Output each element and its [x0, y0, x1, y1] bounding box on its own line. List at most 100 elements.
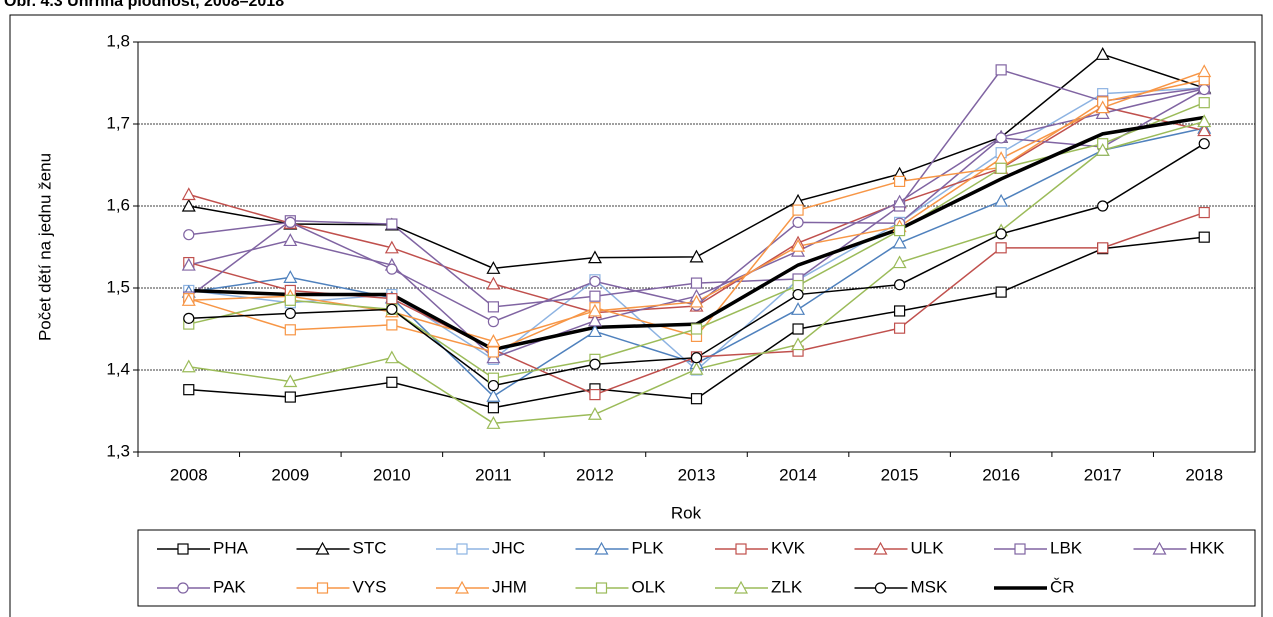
marker [454, 580, 470, 594]
marker [791, 337, 806, 351]
marker [384, 240, 399, 254]
marker [487, 316, 500, 328]
marker [587, 303, 602, 317]
x-tick-label: 2012 [576, 465, 614, 484]
marker [791, 302, 806, 315]
y-tick-label: 1,5 [106, 277, 130, 296]
marker [283, 270, 298, 283]
marker [595, 582, 608, 594]
marker [792, 323, 804, 335]
marker [735, 543, 747, 555]
legend-label: VYS [353, 577, 387, 596]
marker [587, 313, 602, 327]
marker [1198, 83, 1210, 96]
marker [792, 216, 804, 228]
legend-label: ZLK [771, 577, 803, 596]
legend-label: OLK [632, 577, 667, 596]
marker [587, 250, 602, 264]
marker [1197, 114, 1212, 128]
marker [386, 293, 398, 305]
marker [1198, 138, 1210, 150]
marker [792, 204, 804, 216]
x-tick-label: 2016 [982, 465, 1020, 484]
chart-title: Obr. 4.3 Úhrnná plodnost, 2008–2018 [4, 0, 284, 10]
y-tick-label: 1,6 [106, 195, 130, 214]
marker [283, 233, 298, 247]
marker [690, 352, 703, 364]
marker [486, 261, 501, 274]
marker [994, 193, 1009, 207]
legend-frame [137, 529, 1256, 607]
marker [456, 543, 468, 555]
marker [689, 294, 704, 308]
marker [893, 175, 906, 187]
marker [487, 379, 500, 392]
marker [892, 235, 907, 249]
marker [181, 359, 196, 373]
marker [183, 229, 195, 241]
y-tick-label: 1,3 [106, 441, 130, 460]
x-tick-label: 2014 [779, 465, 817, 484]
marker [183, 384, 195, 396]
marker [690, 393, 703, 405]
marker [589, 389, 601, 401]
marker [284, 294, 296, 306]
legend-label: MSK [911, 577, 949, 596]
x-tick-label: 2010 [373, 465, 411, 484]
marker [1095, 100, 1110, 114]
legend-label: STC [353, 538, 387, 557]
legend-label: PLK [632, 538, 665, 557]
marker [589, 290, 601, 302]
legend-label: PAK [213, 577, 246, 596]
marker [893, 225, 906, 237]
marker [1198, 231, 1210, 243]
legend-label: ULK [911, 538, 945, 557]
marker [386, 218, 398, 230]
legend-label: PHA [213, 538, 249, 557]
x-tick-label: 2008 [170, 465, 208, 484]
marker [1095, 47, 1110, 60]
x-tick-label: 2011 [475, 465, 512, 484]
marker [791, 238, 806, 252]
marker [792, 288, 804, 301]
marker [386, 303, 398, 315]
marker [589, 358, 601, 370]
marker [1095, 142, 1110, 156]
marker [893, 322, 906, 334]
legend-label: JHM [492, 577, 527, 596]
marker [284, 216, 296, 228]
marker [1197, 64, 1212, 78]
marker [487, 402, 500, 414]
marker [995, 132, 1007, 144]
marker [995, 64, 1007, 76]
y-tick-label: 1,8 [106, 31, 130, 50]
marker [995, 162, 1007, 174]
marker [315, 541, 330, 555]
marker [892, 194, 907, 208]
marker [893, 279, 906, 291]
marker [386, 319, 398, 331]
x-axis-label: Rok [671, 503, 702, 522]
x-tick-label: 2015 [881, 465, 919, 484]
marker [690, 323, 703, 335]
marker [284, 391, 296, 403]
marker [1198, 97, 1210, 109]
legend-label: LBK [1050, 538, 1083, 557]
marker [1198, 206, 1210, 219]
marker [874, 582, 887, 594]
marker [181, 198, 196, 212]
marker [589, 275, 601, 288]
marker [1152, 541, 1167, 555]
legend-label: KVK [771, 538, 806, 557]
x-tick-label: 2013 [678, 465, 716, 484]
marker [486, 416, 501, 429]
marker [1197, 123, 1212, 137]
y-tick-label: 1,4 [106, 359, 130, 378]
marker [873, 541, 888, 555]
marker [486, 388, 501, 402]
x-tick-label: 2017 [1084, 465, 1122, 484]
marker [181, 257, 196, 271]
x-tick-label: 2009 [271, 465, 309, 484]
marker [587, 407, 602, 420]
